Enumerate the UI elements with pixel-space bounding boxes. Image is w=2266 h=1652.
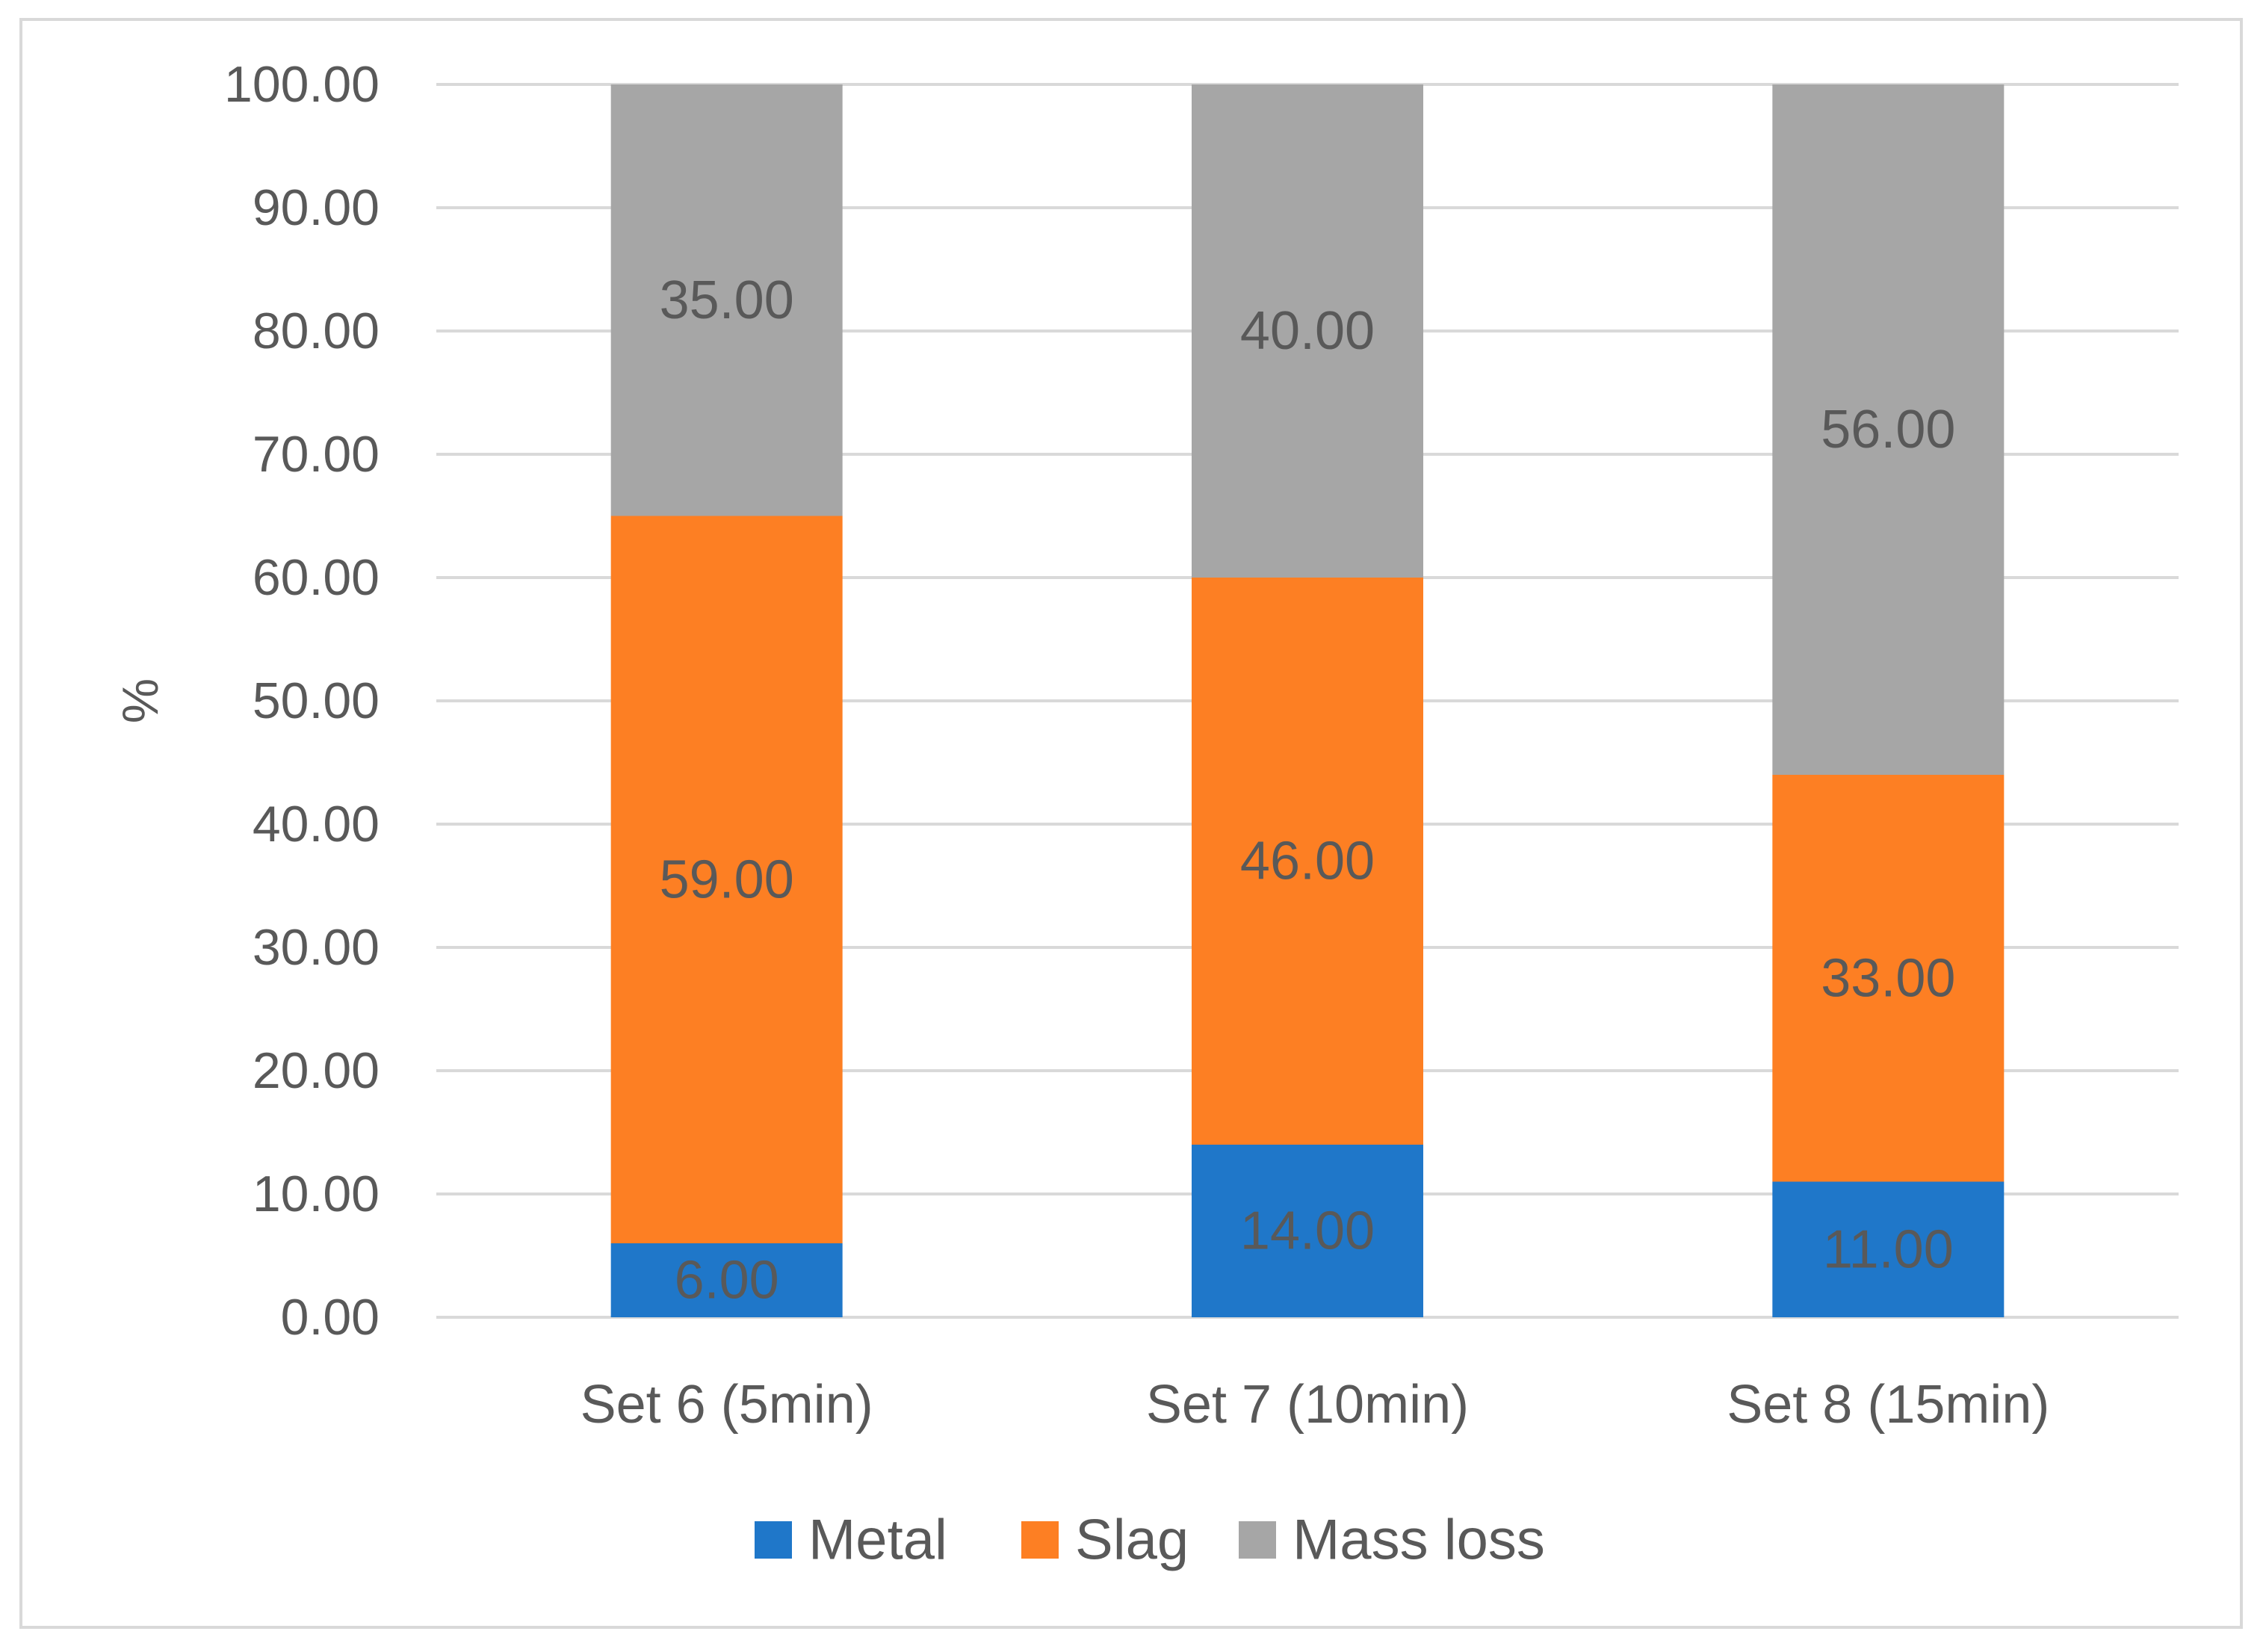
y-tick-label: 40.00 [253,796,380,853]
data-label: 35.00 [660,270,794,330]
y-tick-label: 90.00 [253,179,380,236]
bar-segment [610,84,843,516]
bar-segment [610,1243,843,1317]
bar-segment [1192,578,1423,1145]
y-axis-title: % [112,678,169,723]
bar-segment [1772,84,2005,775]
bar-segment [1192,1145,1423,1317]
bar-segment [1772,1181,2005,1317]
y-tick-label: 30.00 [253,919,380,976]
x-tick-label: Set 6 (5min) [581,1375,873,1435]
bar-segment [610,516,843,1243]
data-label: 46.00 [1240,832,1375,891]
bar-segment [1772,775,2005,1182]
data-label: 11.00 [1823,1219,1954,1279]
x-tick-label: Set 7 (10min) [1146,1375,1469,1435]
legend-swatch [1021,1521,1059,1559]
data-label: 14.00 [1240,1201,1375,1261]
data-label: 59.00 [660,850,794,909]
data-label: 33.00 [1821,948,1955,1008]
legend-label: Mass loss [1293,1509,1545,1572]
data-label: 56.00 [1821,400,1955,460]
y-tick-label: 60.00 [253,549,380,606]
y-tick-label: 100.00 [224,56,380,113]
legend-swatch [1239,1521,1276,1559]
y-tick-label: 80.00 [253,303,380,359]
y-tick-label: 10.00 [253,1166,380,1222]
legend-swatch [755,1521,792,1559]
data-label: 40.00 [1240,301,1375,361]
legend-label: Metal [808,1509,947,1572]
bar-segment [1192,84,1423,578]
y-tick-label: 50.00 [253,672,380,729]
y-tick-label: 0.00 [281,1289,380,1346]
legend-label: Slag [1075,1509,1189,1572]
y-tick-label: 70.00 [253,426,380,483]
data-label: 6.00 [675,1251,779,1311]
y-tick-label: 20.00 [253,1042,380,1099]
x-tick-label: Set 8 (15min) [1727,1375,2049,1435]
